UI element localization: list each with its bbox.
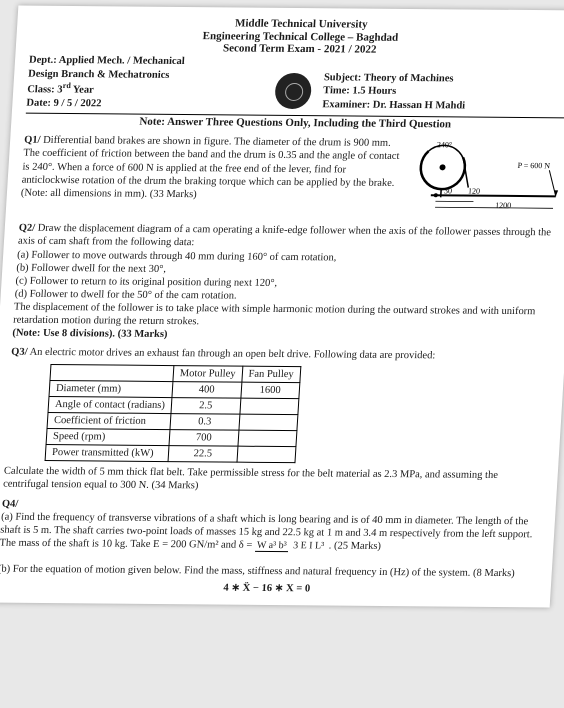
q1-figure: 240° 30 120 1200 P = 600 N (404, 137, 564, 220)
table-row: Power transmitted (kW)22.5 (45, 445, 296, 463)
examiner-line: Examiner: Dr. Hassan H Mahdi (322, 98, 564, 114)
q2-label: Q2/ (18, 223, 35, 234)
date-line: Date: 9 / 5 / 2022 (26, 97, 271, 113)
exam-paper: Middle Technical University Engineering … (0, 6, 564, 608)
college-logo-icon (274, 73, 312, 109)
dept: Dept.: Applied Mech. / Mechanical (29, 54, 186, 69)
question-3: Q3/ An electric motor drives an exhaust … (3, 346, 552, 496)
question-1: Q1/ Differential band brakes are shown i… (20, 134, 564, 221)
q4-equation: 4 ∗ Ẍ − 16 ∗ X = 0 (0, 580, 537, 598)
q2-c: (c) Follower to return to its original p… (15, 275, 277, 288)
q4-a: (a) Find the frequency of transverse vib… (0, 511, 533, 552)
question-2: Q2/ Draw the displacement diagram of a c… (12, 222, 559, 345)
q1-text: Differential band brakes are shown in fi… (21, 135, 400, 200)
q2-a: (a) Follower to move outwards through 40… (17, 249, 337, 263)
q4-label: Q4/ (2, 498, 19, 509)
note-line: Note: Answer Three Questions Only, Inclu… (25, 113, 564, 133)
q2-note: (Note: Use 8 divisions). (33 Marks) (12, 328, 168, 340)
q4-b: (b) For the equation of motion given bel… (0, 564, 515, 580)
q2-b: (b) Follower dwell for the next 30°, (16, 262, 166, 274)
fraction: W a³ b³ 3 E I L³ (255, 540, 327, 551)
q2-intro: Draw the displacement diagram of a cam o… (18, 223, 552, 248)
question-4: Q4/ (a) Find the frequency of transverse… (0, 497, 542, 598)
header-block: Middle Technical University Engineering … (29, 16, 564, 59)
q2-tail: The displacement of the follower is to t… (13, 302, 536, 328)
header-mid: Design Branch & Mechatronics Class: 3rd … (26, 67, 564, 115)
q3-table: Motor Pulley Fan Pulley Diameter (mm)400… (45, 364, 302, 464)
q3-label: Q3/ (11, 347, 28, 358)
svg-text:1200: 1200 (495, 201, 512, 210)
q2-d: (d) Follower to dwell for the 50° of the… (14, 289, 237, 302)
svg-text:120: 120 (468, 187, 481, 196)
svg-text:30: 30 (444, 187, 453, 196)
q1-label: Q1/ (24, 135, 41, 146)
cell: Motor Pulley (173, 365, 243, 382)
svg-text:P = 600 N: P = 600 N (517, 161, 550, 170)
svg-text:240°: 240° (437, 141, 453, 150)
cell: Fan Pulley (242, 366, 301, 383)
cell (50, 364, 174, 381)
q3-tail: Calculate the width of 5 mm thick flat b… (3, 466, 498, 492)
q3-intro: An electric motor drives an exhaust fan … (29, 347, 435, 362)
